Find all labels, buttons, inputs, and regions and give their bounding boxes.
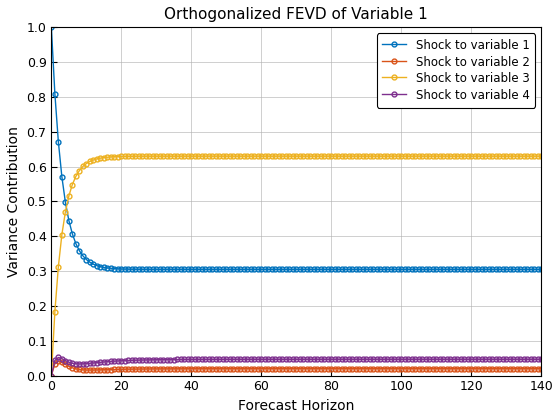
Shock to variable 1 bbox=[517, 267, 524, 272]
Shock to variable 2 bbox=[478, 366, 485, 371]
Shock to variable 2 bbox=[48, 373, 55, 378]
Shock to variable 4 bbox=[48, 373, 55, 378]
Shock to variable 2 bbox=[52, 361, 58, 366]
Shock to variable 4 bbox=[212, 357, 219, 362]
Shock to variable 4 bbox=[538, 357, 544, 362]
Shock to variable 3 bbox=[76, 168, 83, 173]
Shock to variable 3 bbox=[48, 373, 55, 378]
Shock to variable 4 bbox=[468, 357, 474, 362]
Shock to variable 1 bbox=[478, 267, 485, 272]
Line: Shock to variable 3: Shock to variable 3 bbox=[49, 154, 544, 378]
Shock to variable 2 bbox=[212, 366, 219, 371]
Shock to variable 1 bbox=[209, 267, 216, 272]
Title: Orthogonalized FEVD of Variable 1: Orthogonalized FEVD of Variable 1 bbox=[165, 7, 428, 22]
Shock to variable 3 bbox=[52, 310, 58, 315]
Shock to variable 3 bbox=[538, 154, 544, 159]
Shock to variable 2 bbox=[468, 366, 474, 371]
Line: Shock to variable 2: Shock to variable 2 bbox=[49, 359, 544, 378]
Shock to variable 1 bbox=[468, 267, 474, 272]
Legend: Shock to variable 1, Shock to variable 2, Shock to variable 3, Shock to variable: Shock to variable 1, Shock to variable 2… bbox=[376, 33, 535, 108]
Shock to variable 1 bbox=[538, 267, 544, 272]
Shock to variable 2 bbox=[80, 368, 86, 373]
Shock to variable 3 bbox=[517, 154, 524, 159]
Shock to variable 1 bbox=[52, 91, 58, 96]
Shock to variable 2 bbox=[55, 359, 62, 364]
Shock to variable 4 bbox=[80, 361, 86, 366]
Y-axis label: Variance Contribution: Variance Contribution bbox=[7, 126, 21, 277]
Shock to variable 2 bbox=[517, 366, 524, 371]
Line: Shock to variable 1: Shock to variable 1 bbox=[49, 25, 544, 272]
X-axis label: Forecast Horizon: Forecast Horizon bbox=[238, 399, 354, 413]
Shock to variable 4 bbox=[517, 357, 524, 362]
Shock to variable 3 bbox=[458, 154, 464, 159]
Shock to variable 1 bbox=[76, 248, 83, 253]
Shock to variable 4 bbox=[52, 358, 58, 363]
Shock to variable 4 bbox=[55, 355, 62, 360]
Shock to variable 1 bbox=[48, 25, 55, 30]
Shock to variable 2 bbox=[538, 366, 544, 371]
Shock to variable 3 bbox=[209, 154, 216, 159]
Line: Shock to variable 4: Shock to variable 4 bbox=[49, 355, 544, 378]
Shock to variable 4 bbox=[478, 357, 485, 362]
Shock to variable 3 bbox=[478, 154, 485, 159]
Shock to variable 3 bbox=[468, 154, 474, 159]
Shock to variable 1 bbox=[461, 267, 468, 272]
